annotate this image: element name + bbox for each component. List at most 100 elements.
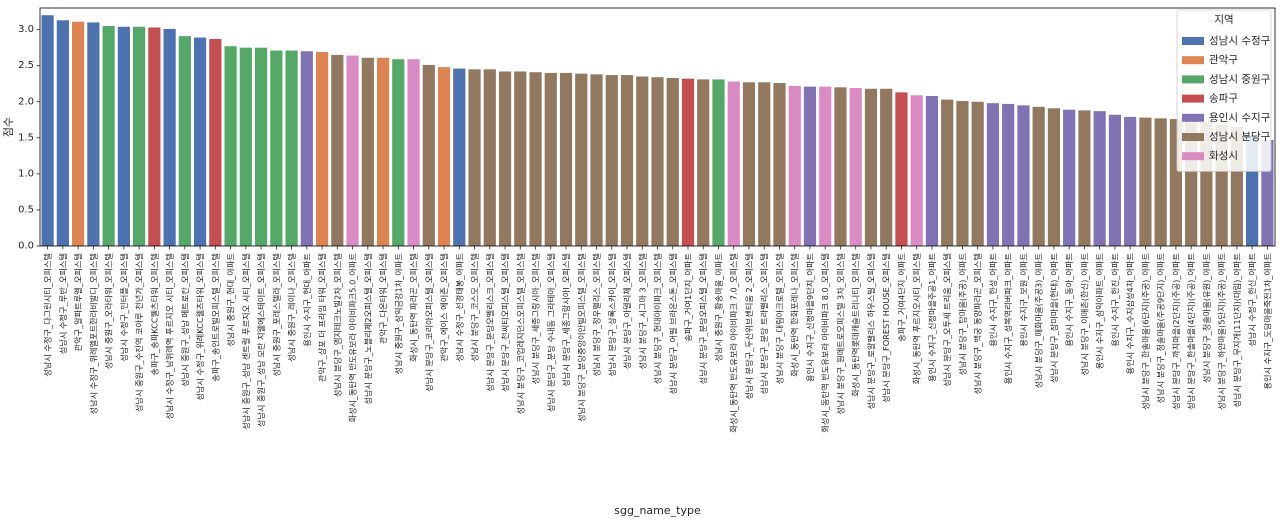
y-axis-label: 점수: [2, 117, 15, 137]
bar: [1078, 110, 1091, 246]
x-tick-label: 성남시 분당구_분당오벨리스크_오피스텔: [485, 253, 495, 392]
legend-entry-label: 성남시 중원구: [1209, 73, 1271, 85]
x-tick-label: 용인시 수지구_삼익아파트_아파트: [1095, 253, 1105, 370]
x-tick-label: 성남시 수정구_다그린시티_오피스텔: [43, 253, 53, 377]
x-tick-label: 용인시 수지구_신정마을주공1_아파트: [927, 253, 937, 382]
bar: [956, 101, 969, 246]
bar: [971, 101, 984, 246]
bar: [270, 50, 283, 246]
legend-entry-label: 성남시 분당구: [1209, 131, 1271, 143]
x-tick-label: 성남시 분당구_분당 수내동 그라테아_오피스텔: [546, 253, 556, 412]
x-tick-label: 용인시 수지구_성복역리버파크_아파트: [1003, 253, 1013, 385]
x-tick-label: 용인시 수지구_보원_아파트: [1018, 253, 1028, 347]
bar: [727, 81, 740, 246]
legend-entry-label: 용인시 수지구: [1209, 112, 1271, 124]
x-tick-label: 성남시 분당구_분당 트라팰리스_오피스텔: [759, 253, 769, 394]
x-tick-label: 성남시 분당구_코업레지던스오피스텔_오피스텔: [515, 253, 525, 414]
x-tick-label: 성남시 분당구_청솔마을(유원)_아파트: [1201, 253, 1211, 384]
x-tick-label: 화성시_동탄역 반도유보라 아이비파크5.0_아파트: [348, 253, 358, 423]
bar: [986, 103, 1000, 246]
bar: [803, 86, 817, 246]
legend-swatch: [1182, 152, 1204, 161]
bar: [285, 50, 298, 246]
x-tick-label: 성남시 중원구_성남 센트럴 푸르지오 시티_오피스텔: [241, 253, 251, 430]
x-tick-label: 성남시 분당구_무지개(11단지)(대림)_아파트: [1232, 253, 1242, 408]
bar: [407, 59, 420, 247]
x-tick-label: 송파구_거여1단지_아파트: [683, 253, 693, 342]
bar: [941, 99, 954, 246]
bar: [1063, 109, 1076, 246]
bar: [529, 72, 542, 246]
y-axis: 0.0 0.5 1.0 1.5 2.0 2.5 3.0: [18, 24, 40, 252]
bar: [895, 92, 908, 246]
bar: [87, 22, 100, 247]
x-tick-label: 성남시 분당구_장미마을(현대)_아파트: [1049, 253, 1059, 384]
x-tick-label: 화성시_동탄역롯데캐슬트리니티_오피스텔: [851, 253, 861, 397]
x-tick-label: 성남시 분당구_원메트로오피스텔 3차_오피스텔: [835, 253, 845, 415]
x-tick-label: 용인시 수지구_동아_아파트: [1064, 253, 1074, 347]
legend-swatch: [1182, 133, 1204, 141]
y-tick-label: 0.5: [18, 204, 34, 215]
x-tick-label: 성남시 분당구_FOREST HOUSE_오피스텔: [881, 253, 891, 403]
bar: [498, 71, 512, 246]
bar: [163, 28, 176, 247]
bar: [819, 86, 832, 246]
x-tick-label: 성남시 분당구_두산위브센티움 2_오피스텔: [744, 253, 754, 400]
bar: [834, 87, 847, 246]
bar: [209, 39, 222, 247]
x-tick-label: 성남시 수정구_루반_오피스텔: [58, 253, 68, 354]
bar: [575, 73, 588, 246]
bar: [346, 55, 359, 246]
legend-entry-label: 성남시 수정구: [1209, 35, 1271, 47]
legend-swatch: [1182, 94, 1204, 103]
bar: [133, 26, 146, 246]
x-tick-label: 성남시 분당구_로얄팰리스 하우스빌_오피스텔: [866, 253, 876, 410]
x-tick-label: 성남시 중원구_포레스텔라_오피스텔: [271, 253, 281, 377]
bar: [331, 54, 344, 246]
x-tick-label: 성남시 수정구_위례KCC웰츠타워_오피스텔: [195, 253, 205, 401]
y-tick-label: 3.0: [18, 24, 34, 35]
bar: [849, 88, 862, 246]
x-tick-label: 관악구_다온타워_오피스텔: [378, 253, 388, 344]
bar: [590, 74, 603, 246]
y-tick-label: 0.0: [18, 241, 34, 252]
bar: [315, 51, 329, 246]
x-tick-label: 성남시 중원구_황송마을_아파트: [713, 253, 723, 362]
x-tick-label: 성남시 분당구_이매촌(한신)_아파트: [1079, 253, 1089, 376]
bar: [468, 69, 481, 246]
x-tick-label: 성남시 분당구_천씨티오피스텔_오피스텔: [500, 253, 510, 392]
x-tick-label: 성남시 분당구_정우팰리스_오피스텔: [592, 253, 602, 377]
bar: [193, 37, 207, 246]
x-axis: 성남시 수정구_다그린시티_오피스텔 성남시 수정구_루반_오피스텔 관악구_알파트…: [43, 246, 1272, 433]
bar: [41, 15, 54, 246]
bar: [773, 83, 786, 246]
x-tick-label: 성남시 분당구_분당오피스텔_오피스텔: [698, 253, 708, 384]
bar: [1032, 106, 1045, 246]
x-tick-label: 성남시 중원구_성남 메트로칸_오피스텔: [180, 253, 190, 387]
bar: [651, 77, 664, 247]
x-tick-label: 성남시 분당구_매화마을(주공3)_아파트: [1034, 253, 1044, 389]
bar: [1047, 108, 1061, 246]
x-tick-label: 용인시 수지구_한성_아파트: [988, 253, 998, 347]
bar: [254, 47, 268, 246]
bar: [300, 51, 313, 246]
x-tick-label: 성남시 중원구_오라타워_오피스텔: [104, 253, 114, 369]
bar: [178, 36, 191, 246]
x-tick-label: 용인시 수지구_한진_아파트: [1110, 253, 1120, 347]
x-tick-label: 성남시 분당구_탑마을(주공)_아파트: [957, 253, 967, 376]
bar: [392, 59, 405, 247]
x-tick-label: 화성시_동탄역 반도유보라 아이비파크 7.0_오피스텔: [729, 253, 739, 433]
x-tick-label: 성남시 분당구_하얀마을(5단지)(주공)_아파트: [1217, 253, 1227, 410]
bar: [56, 20, 69, 247]
bar: [1124, 116, 1137, 247]
x-tick-label: 성남시 분당구_엠지테크노빌2차_오피스텔: [332, 253, 342, 397]
bar: [1154, 118, 1167, 246]
bar: [224, 46, 237, 246]
y-tick-label: 1.5: [18, 132, 34, 143]
x-tick-label: 화성시_동탄역 한화포레나_오피스텔: [790, 253, 800, 377]
bar: [544, 72, 557, 246]
x-tick-label: 성남시 중원구_삼익금강1차_아파트: [393, 253, 403, 375]
x-tick-label: 성남시 중원구_레이나_오피스텔: [287, 253, 297, 362]
x-tick-label: 성남시 분당구_대림아크로텔_오피스텔: [774, 253, 784, 384]
